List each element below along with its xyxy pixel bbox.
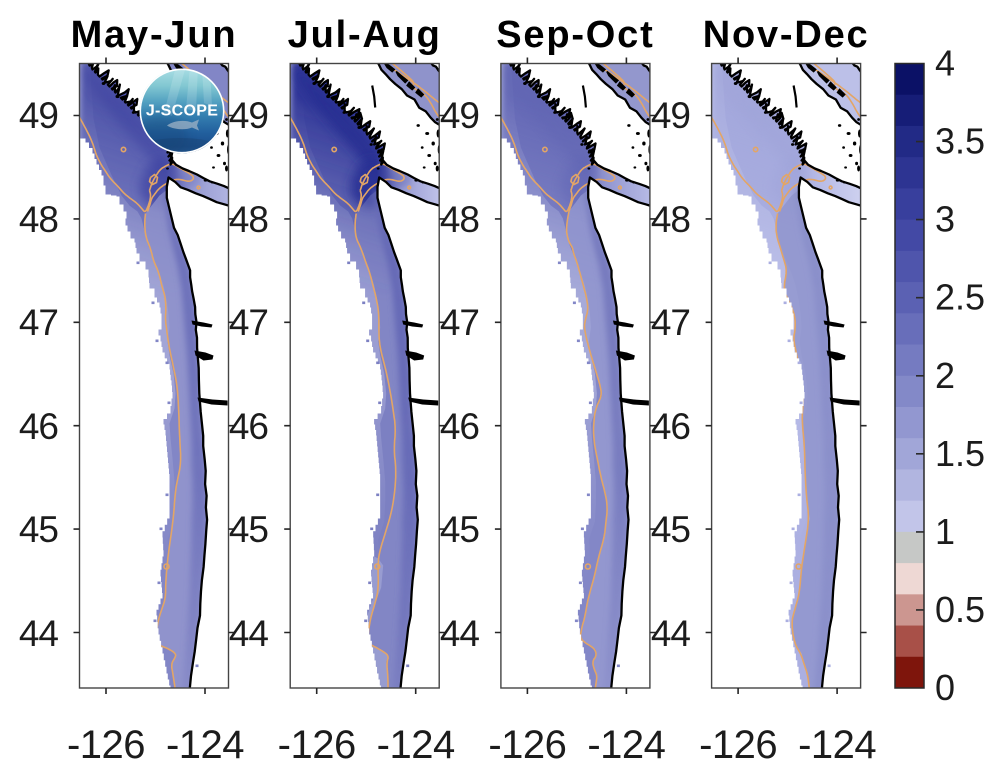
svg-text:1.5: 1.5 [935, 433, 985, 474]
svg-text:48: 48 [229, 199, 268, 240]
svg-text:46: 46 [229, 406, 268, 447]
svg-text:47: 47 [651, 302, 690, 343]
svg-text:46: 46 [440, 406, 479, 447]
svg-text:0: 0 [935, 667, 955, 708]
svg-text:2: 2 [935, 355, 955, 396]
svg-text:-124: -124 [377, 723, 455, 759]
svg-text:49: 49 [651, 95, 690, 136]
svg-text:44: 44 [229, 613, 269, 654]
svg-text:J-SCOPE: J-SCOPE [146, 103, 218, 120]
svg-text:48: 48 [19, 199, 58, 240]
svg-text:49: 49 [229, 95, 268, 136]
svg-text:Nov-Dec: Nov-Dec [703, 14, 870, 56]
svg-text:48: 48 [440, 199, 479, 240]
svg-text:49: 49 [440, 95, 479, 136]
svg-text:45: 45 [19, 509, 59, 550]
svg-text:-124: -124 [798, 723, 876, 759]
svg-text:-126: -126 [67, 723, 145, 759]
svg-text:49: 49 [19, 95, 58, 136]
svg-text:47: 47 [440, 302, 479, 343]
svg-text:45: 45 [651, 509, 691, 550]
svg-text:45: 45 [229, 509, 269, 550]
svg-text:44: 44 [19, 613, 59, 654]
svg-text:Sep-Oct: Sep-Oct [496, 14, 654, 56]
svg-text:0.5: 0.5 [935, 589, 985, 630]
svg-text:44: 44 [440, 613, 480, 654]
svg-text:47: 47 [229, 302, 268, 343]
svg-text:-124: -124 [166, 723, 244, 759]
svg-text:48: 48 [651, 199, 690, 240]
svg-text:2.5: 2.5 [935, 277, 985, 318]
svg-text:-126: -126 [278, 723, 356, 759]
svg-text:46: 46 [19, 406, 58, 447]
svg-text:47: 47 [19, 302, 58, 343]
svg-text:45: 45 [440, 509, 480, 550]
svg-text:-126: -126 [488, 723, 566, 759]
svg-text:-126: -126 [699, 723, 777, 759]
svg-text:Jul-Aug: Jul-Aug [288, 14, 442, 56]
svg-text:46: 46 [651, 406, 690, 447]
svg-text:May-Jun: May-Jun [71, 14, 238, 56]
svg-text:1: 1 [935, 511, 955, 552]
svg-text:44: 44 [651, 613, 691, 654]
svg-text:3.5: 3.5 [935, 121, 985, 162]
svg-text:-124: -124 [587, 723, 665, 759]
svg-text:3: 3 [935, 199, 955, 240]
svg-text:4: 4 [935, 43, 955, 84]
